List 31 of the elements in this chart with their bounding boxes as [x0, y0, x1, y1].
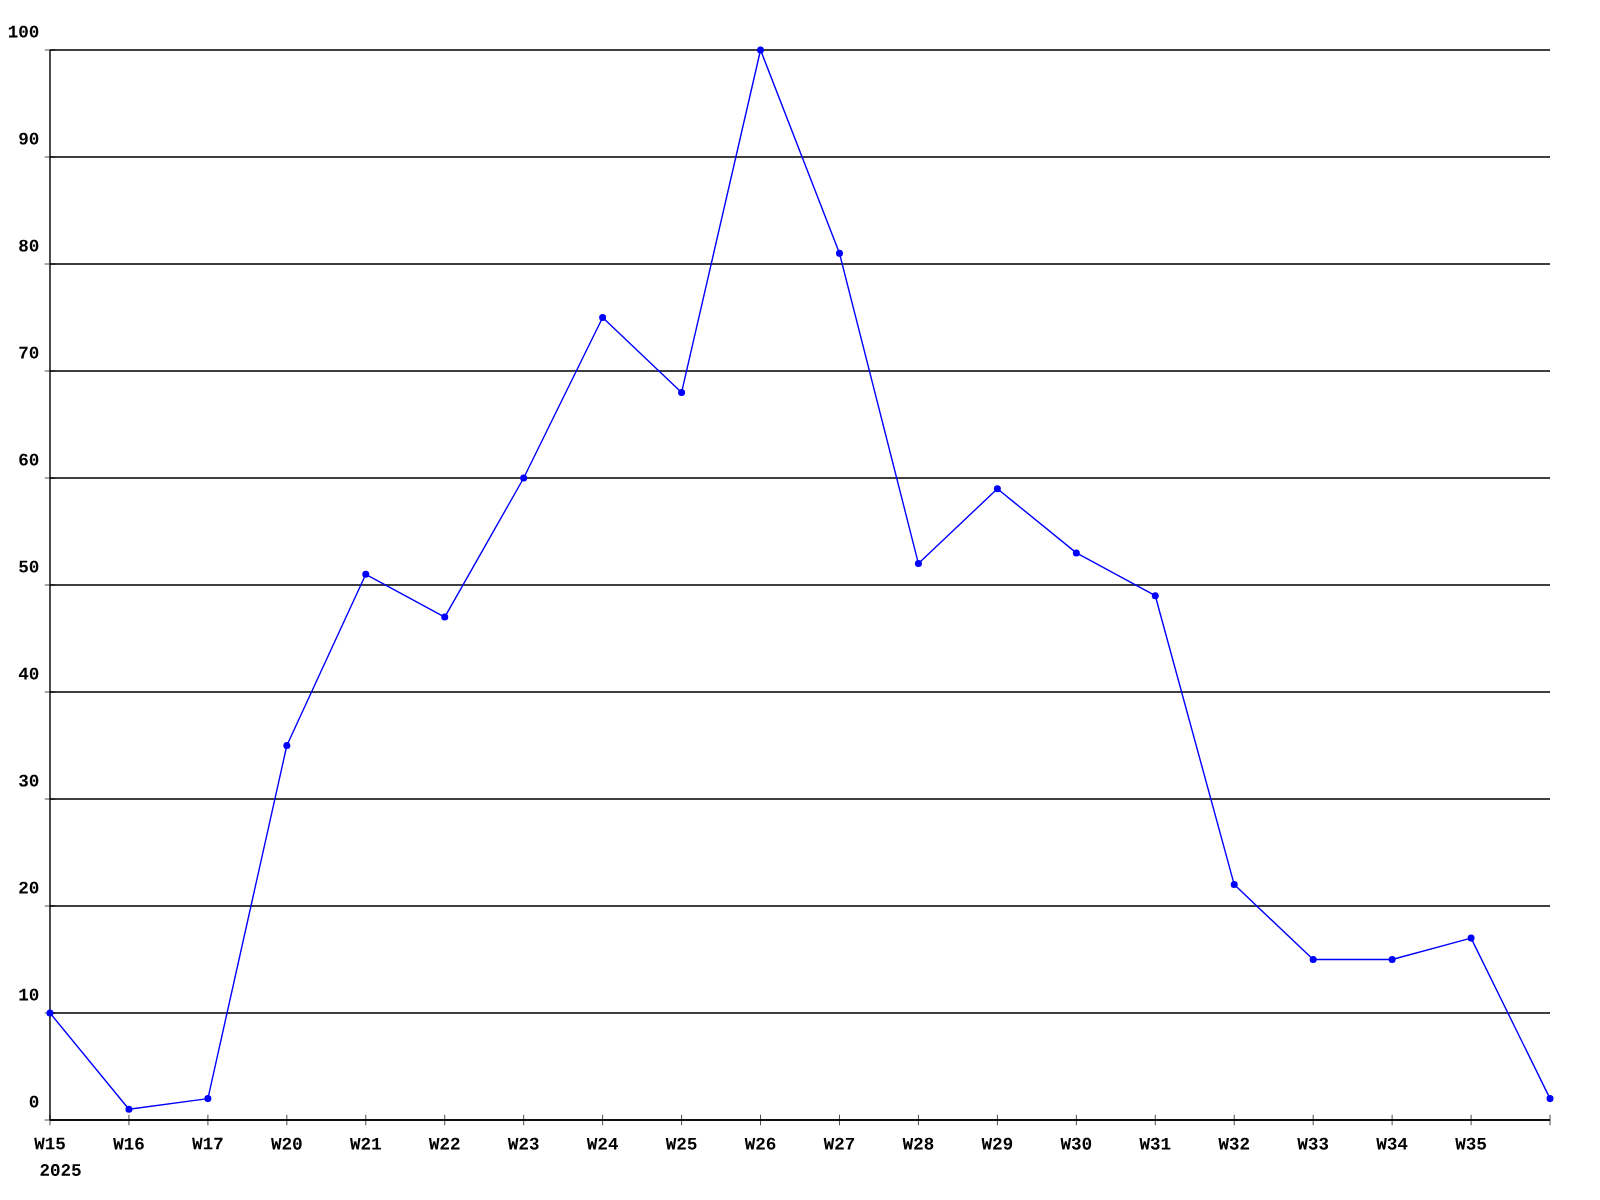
x-tick-label: W16: [113, 1137, 144, 1150]
x-tick-label: W20: [271, 1137, 302, 1150]
y-tick-label: 80: [19, 239, 39, 252]
y-tick-label: 90: [19, 132, 39, 145]
x-tick-label: W31: [1139, 1137, 1171, 1150]
x-tick-label: W26: [744, 1137, 776, 1150]
x-tick-label: W33: [1297, 1137, 1329, 1150]
y-tick-label: 10: [19, 988, 39, 1001]
x-tick-label: W29: [981, 1137, 1013, 1150]
y-tick-label: 100: [8, 25, 39, 38]
x-tick-label: W15: [34, 1137, 65, 1150]
y-tick-label: 60: [19, 453, 39, 466]
y-tick-label: 70: [19, 346, 39, 359]
x-tick-label: W21: [349, 1137, 381, 1150]
x-tick-label: W23: [507, 1137, 539, 1150]
y-tick-label: 40: [18, 667, 39, 680]
x-tick-label: W28: [902, 1137, 934, 1150]
x-tick-label: W27: [823, 1137, 855, 1150]
x-tick-label: W35: [1455, 1137, 1486, 1150]
y-tick-label: 20: [19, 881, 39, 894]
x-tick-label: W17: [192, 1137, 223, 1150]
x-tick-label: W25: [665, 1137, 697, 1150]
y-tick-label: 30: [19, 774, 39, 787]
x-tick-label: W24: [586, 1137, 618, 1150]
y-tick-label: 50: [19, 560, 39, 573]
x-tick-label: W30: [1060, 1137, 1092, 1150]
x-tick-label: W32: [1218, 1137, 1250, 1150]
x-tick-label: W22: [428, 1137, 460, 1150]
text: 2025: [40, 1164, 81, 1176]
y-tick-label: 0: [29, 1095, 39, 1108]
x-tick-label: W34: [1376, 1137, 1408, 1150]
